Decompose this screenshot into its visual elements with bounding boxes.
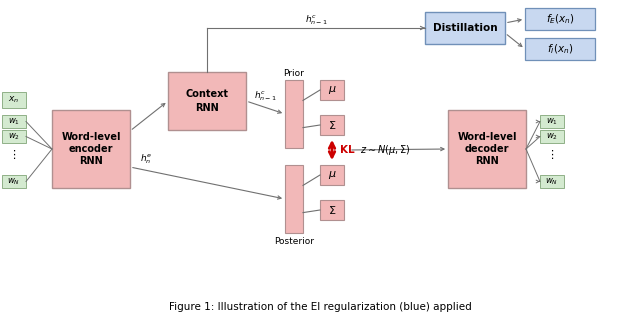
Text: $\Sigma$: $\Sigma$ — [328, 119, 336, 131]
Text: $w_2$: $w_2$ — [546, 131, 558, 142]
Text: Distillation: Distillation — [433, 23, 497, 33]
Text: $h_{n-1}^c$: $h_{n-1}^c$ — [305, 13, 328, 27]
Text: $\mu$: $\mu$ — [328, 169, 337, 181]
Bar — [425, 12, 505, 44]
Text: ⋮: ⋮ — [8, 150, 20, 160]
Bar — [525, 8, 595, 30]
Bar — [168, 72, 246, 130]
Text: RNN: RNN — [79, 156, 103, 166]
Text: $h_n^e$: $h_n^e$ — [140, 152, 152, 166]
Bar — [2, 130, 26, 143]
Text: $f_E(x_n)$: $f_E(x_n)$ — [546, 12, 574, 26]
Bar — [285, 165, 303, 233]
Text: $\mu$: $\mu$ — [328, 84, 337, 96]
Bar — [540, 115, 564, 128]
Text: $w_N$: $w_N$ — [545, 176, 559, 187]
Text: $h_{n-1}^c$: $h_{n-1}^c$ — [254, 89, 277, 103]
Bar — [2, 175, 26, 188]
Text: Word-level: Word-level — [61, 132, 121, 142]
Text: $z \sim N(\mu, \Sigma)$: $z \sim N(\mu, \Sigma)$ — [360, 143, 410, 157]
Bar — [320, 115, 344, 135]
Text: decoder: decoder — [465, 144, 509, 154]
Bar — [540, 130, 564, 143]
Text: KL: KL — [340, 145, 355, 155]
Bar — [320, 165, 344, 185]
Bar — [2, 115, 26, 128]
Text: ⋮: ⋮ — [547, 150, 557, 160]
Text: $\Sigma$: $\Sigma$ — [328, 204, 336, 216]
Bar — [540, 175, 564, 188]
Text: $w_1$: $w_1$ — [546, 116, 558, 127]
Bar — [525, 38, 595, 60]
Bar — [448, 110, 526, 188]
Text: Prior: Prior — [284, 69, 305, 77]
Bar — [52, 110, 130, 188]
Text: $f_I(x_n)$: $f_I(x_n)$ — [547, 42, 573, 56]
Text: encoder: encoder — [68, 144, 113, 154]
Text: RNN: RNN — [475, 156, 499, 166]
Text: Word-level: Word-level — [457, 132, 516, 142]
Bar — [285, 80, 303, 148]
Text: Figure 1: Illustration of the EI regularization (blue) applied: Figure 1: Illustration of the EI regular… — [168, 302, 472, 312]
Text: Context: Context — [186, 89, 228, 99]
Bar — [320, 200, 344, 220]
Text: $w_N$: $w_N$ — [8, 176, 20, 187]
Text: $w_2$: $w_2$ — [8, 131, 20, 142]
Text: $w_1$: $w_1$ — [8, 116, 20, 127]
Bar — [320, 80, 344, 100]
Text: $x_n$: $x_n$ — [8, 95, 20, 105]
Text: Posterior: Posterior — [274, 237, 314, 245]
Bar — [2, 92, 26, 108]
Text: RNN: RNN — [195, 103, 219, 113]
